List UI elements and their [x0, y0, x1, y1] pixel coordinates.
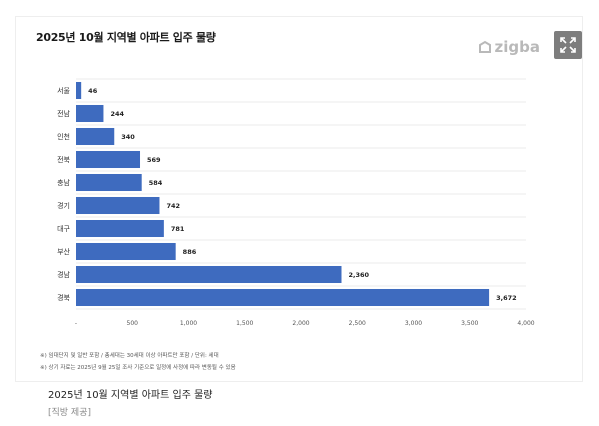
x-tick-label: 1,500 — [236, 320, 253, 327]
expand-icon — [560, 37, 576, 53]
data-label: 2,360 — [349, 271, 370, 279]
expand-button[interactable] — [554, 31, 582, 59]
caption-title: 2025년 10월 지역별 아파트 입주 물량 — [48, 390, 213, 401]
caption-credit: [직방 제공] — [48, 408, 92, 418]
x-tick-label: 2,000 — [292, 320, 309, 327]
category-label: 전남 — [57, 109, 70, 118]
bar — [76, 150, 141, 169]
category-label: 인천 — [57, 132, 70, 141]
category-label: 충남 — [57, 178, 70, 187]
x-tick-label: 2,500 — [349, 320, 366, 327]
data-label: 781 — [171, 225, 185, 233]
category-label: 전북 — [57, 155, 70, 164]
category-label: 경남 — [57, 270, 70, 279]
category-label: 서울 — [57, 86, 70, 95]
data-label: 569 — [147, 156, 161, 164]
category-label: 부산 — [57, 247, 70, 256]
zigbang-logo-icon — [478, 40, 491, 53]
bar — [76, 104, 104, 123]
category-label: 경북 — [57, 293, 70, 302]
data-label: 742 — [166, 202, 180, 210]
x-tick-label: 500 — [127, 320, 139, 327]
chart-title: 2025년 10월 지역별 아파트 입주 물량 — [36, 31, 216, 44]
data-label: 46 — [88, 87, 98, 95]
data-label: 886 — [183, 248, 197, 256]
bar — [76, 288, 490, 307]
x-tick-label: 3,500 — [461, 320, 478, 327]
data-label: 584 — [149, 179, 163, 187]
data-label: 3,672 — [496, 294, 517, 302]
bar — [76, 196, 160, 215]
chart-card: 2025년 10월 지역별 아파트 입주 물량 zigba - 500 1,000 1… — [15, 16, 583, 382]
bar-chart: - 500 1,000 1,500 2,000 2,500 3,000 3,500 4,000 서… — [57, 78, 535, 327]
bar — [76, 173, 142, 192]
bar — [76, 242, 176, 261]
bar — [76, 219, 164, 238]
x-tick-label: 3,000 — [405, 320, 422, 327]
bar — [76, 127, 115, 146]
brand-name: zigba — [494, 38, 540, 56]
category-label: 대구 — [57, 225, 70, 233]
footnote-1: ※) 임대단지 및 일반 포함 / 총세대는 30세대 이상 아파트만 포함 /… — [40, 353, 219, 359]
x-tick-label: - — [75, 320, 77, 327]
brand-logo: zigba — [478, 38, 540, 56]
bar — [76, 265, 342, 284]
category-label: 경기 — [57, 201, 70, 210]
x-tick-label: 1,000 — [180, 320, 197, 327]
footnote-2: ※) 상기 자료는 2025년 9월 25일 조사 기준으로 일정에 사정에 따… — [40, 365, 236, 371]
bar — [76, 81, 82, 100]
x-tick-label: 4,000 — [517, 320, 534, 327]
data-label: 244 — [110, 110, 124, 118]
data-label: 340 — [121, 133, 135, 141]
